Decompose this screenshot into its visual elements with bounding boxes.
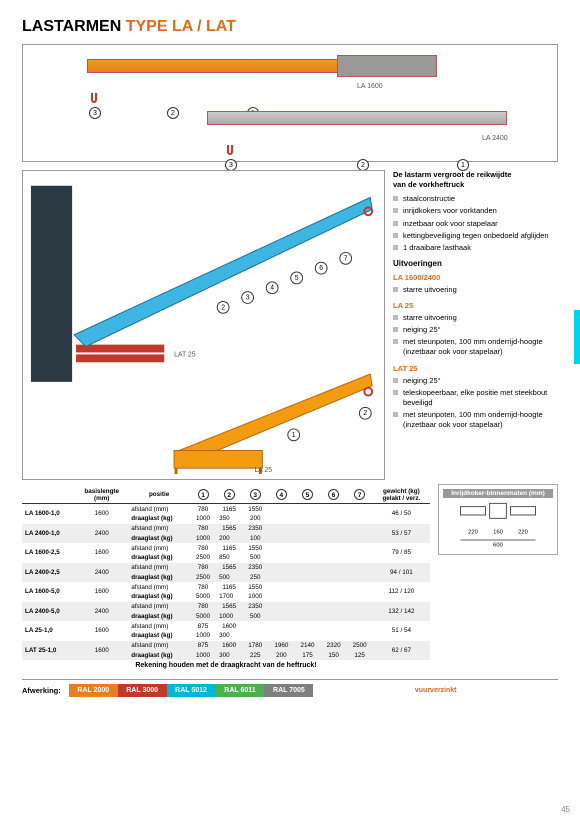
list-item: kettingbeveiliging tegen onbedoeld afgli… xyxy=(393,231,558,241)
svg-text:2: 2 xyxy=(221,304,225,311)
lead-text: De lastarm vergroot de reikwijdtevan de … xyxy=(393,170,558,190)
variant-heading: LAT 25 xyxy=(393,364,558,374)
table-row: LA 2400-2,52400afstand (mm)7801565235094… xyxy=(22,563,430,573)
variant-list: starre uitvoering xyxy=(393,285,558,295)
figure-box-top: 3 2 1 LA 1600 3 2 1 LA 2400 xyxy=(22,44,558,162)
table-note: Rekening houden met de draagkracht van d… xyxy=(22,662,430,669)
list-item: 1 draaibare lasthaak xyxy=(393,243,558,253)
svg-text:2: 2 xyxy=(363,410,367,417)
svg-text:220: 220 xyxy=(518,529,528,535)
variant-heading: LA 25 xyxy=(393,301,558,311)
variant-list: starre uitvoering neiging 25° met steunpot… xyxy=(393,313,558,358)
fig-label: LA 2400 xyxy=(482,135,508,142)
color-swatch: RAL 6011 xyxy=(216,684,265,697)
svg-text:5: 5 xyxy=(295,275,299,282)
list-item: starre uitvoering xyxy=(393,313,558,323)
list-item: met steunpoten, 100 mm onderrijd-hoogte … xyxy=(393,337,558,357)
svg-text:1: 1 xyxy=(292,432,296,439)
svg-text:600: 600 xyxy=(493,543,503,549)
figure-box-mid: 2 3 4 5 6 7 LAT 25 1 2 LA 25 xyxy=(22,170,385,480)
page-number: 45 xyxy=(561,805,570,814)
table-row: LA 1600-1,01600afstand (mm)7801165155046… xyxy=(22,504,430,515)
list-item: met steunpoten, 100 mm onderrijd-hoogte … xyxy=(393,410,558,430)
svg-text:7: 7 xyxy=(344,255,348,262)
list-item: staalconstructie xyxy=(393,194,558,204)
list-item: teleskopeerbaar, elke positie met steekb… xyxy=(393,388,558,408)
page-title: LASTARMEN TYPE LA / LAT xyxy=(22,18,558,36)
list-item: neiging 25° xyxy=(393,376,558,386)
uitvoeringen-heading: Uitvoeringen xyxy=(393,259,558,270)
table-row: LA 2400-5,02400afstand (mm)7801565235013… xyxy=(22,602,430,612)
table-row: LA 1600-2,51600afstand (mm)7801165155079… xyxy=(22,543,430,553)
info-panel: De lastarm vergroot de reikwijdtevan de … xyxy=(393,170,558,480)
vuurverzinkt-label: vuurverzinkt xyxy=(313,684,558,697)
list-item: inzetbaar ook voor stapelaar xyxy=(393,219,558,229)
color-swatch: RAL 2000 xyxy=(69,684,118,697)
feature-list: staalconstructie inrijdkokers voor vorkta… xyxy=(393,194,558,253)
table-row: LA 25-1,01600afstand (mm)875160051 / 54 xyxy=(22,621,430,631)
table-row: LAT 25-1,01600afstand (mm)87516001780196… xyxy=(22,641,430,651)
pos-marker-1: 1 xyxy=(457,159,469,171)
svg-text:4: 4 xyxy=(270,285,274,292)
list-item: inrijdkokers voor vorktanden xyxy=(393,206,558,216)
variant-list: neiging 25° teleskopeerbaar, elke positie… xyxy=(393,376,558,431)
table-row: LA 1600-5,01600afstand (mm)7801165155011… xyxy=(22,582,430,592)
dimension-diagram: Inrijdkoker-binnenmaten (mm) 220 160 220… xyxy=(438,484,558,555)
svg-text:160: 160 xyxy=(493,529,503,535)
table-row: LA 2400-1,02400afstand (mm)7801565235053… xyxy=(22,524,430,534)
jib-la2400: 3 2 1 LA 2400 xyxy=(27,105,553,153)
color-swatch: RAL 3000 xyxy=(118,684,167,697)
svg-text:LAT 25: LAT 25 xyxy=(174,351,196,358)
color-swatches: Afwerking: RAL 2000RAL 3000RAL 5012RAL 6… xyxy=(22,679,558,697)
color-swatch: RAL 7005 xyxy=(264,684,313,697)
variant-heading: LA 1600/2400 xyxy=(393,273,558,283)
color-swatch: RAL 5012 xyxy=(167,684,216,697)
svg-text:6: 6 xyxy=(319,265,323,272)
list-item: starre uitvoering xyxy=(393,285,558,295)
title-type: TYPE LA / LAT xyxy=(126,18,236,35)
svg-text:LA 25: LA 25 xyxy=(254,467,272,474)
spec-table: basislengte(mm) positie 123 4567 gewicht… xyxy=(22,486,430,660)
fig-label: LA 1600 xyxy=(357,83,383,90)
svg-text:220: 220 xyxy=(468,529,478,535)
title-main: LASTARMEN xyxy=(22,18,121,35)
page-tab xyxy=(574,310,580,364)
afwerking-label: Afwerking: xyxy=(22,686,61,695)
jib-la1600: 3 2 1 LA 1600 xyxy=(27,53,553,101)
svg-text:3: 3 xyxy=(246,295,250,302)
list-item: neiging 25° xyxy=(393,325,558,335)
